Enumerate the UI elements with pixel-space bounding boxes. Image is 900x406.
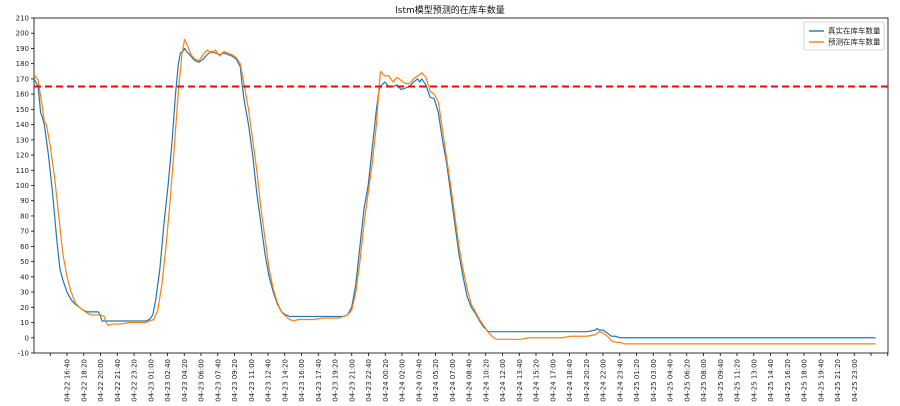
x-tick-label: 04-24 23:40	[616, 359, 624, 402]
y-tick-label: 60	[20, 243, 29, 251]
y-tick-label: 180	[16, 60, 29, 68]
y-tick-label: 110	[16, 167, 29, 175]
x-tick-label: 04-25 06:20	[683, 359, 691, 402]
x-tick-label: 04-25 01:20	[633, 359, 641, 402]
legend-box	[803, 21, 885, 51]
x-tick-label: 04-25 14:40	[767, 359, 775, 402]
x-tick-label: 04-24 13:40	[516, 359, 524, 402]
y-tick-label: 40	[20, 273, 29, 281]
y-axis: -10 0 10 20 30 40 50 60 70 80 90 100 110 120 130 140 150…	[16, 15, 34, 358]
y-tick-label: 10	[20, 319, 29, 327]
x-tick-label: 04-25 19:40	[817, 359, 825, 402]
y-tick-label: 70	[20, 228, 29, 236]
x-tick-label: 04-23 02:40	[164, 359, 172, 402]
y-tick-label: 210	[16, 15, 29, 23]
x-tick-label: 04-23 09:20	[231, 359, 239, 402]
x-tick-label: 04-24 03:40	[415, 359, 423, 402]
x-tick-label: 04-25 13:00	[750, 359, 758, 402]
x-tick-label: 04-22 20:00	[97, 359, 105, 402]
y-tick-label: 140	[16, 121, 29, 129]
y-tick-label: -10	[18, 350, 29, 358]
x-tick-label: 04-25 11:20	[734, 359, 742, 402]
x-tick-label: 04-25 09:40	[717, 359, 725, 402]
legend-label-2: 预测在库车数量	[828, 37, 881, 47]
y-tick-label: 50	[20, 258, 29, 266]
x-tick-label: 04-23 17:40	[315, 359, 323, 402]
x-tick-label: 04-25 04:40	[667, 359, 675, 402]
y-tick-label: 20	[20, 304, 29, 312]
x-tick-label: 04-24 10:20	[482, 359, 490, 402]
x-tick-label: 04-24 12:00	[499, 359, 507, 402]
x-tick-label: 04-22 18:20	[80, 359, 88, 402]
x-tick-label: 04-22 21:40	[114, 359, 122, 402]
x-tick-label: 04-23 07:40	[214, 359, 222, 402]
x-tick-label: 04-25 16:20	[784, 359, 792, 402]
x-tick-label: 04-23 06:00	[198, 359, 206, 402]
y-tick-label: 170	[16, 75, 29, 83]
x-tick-label: 04-23 12:40	[265, 359, 273, 402]
legend-label-1: 真实在库车数量	[828, 26, 881, 36]
x-tick-label: 04-22 16:40	[64, 359, 72, 402]
y-tick-label: 100	[16, 182, 29, 190]
x-tick-label: 04-23 22:40	[365, 359, 373, 402]
x-tick-label: 04-22 23:20	[131, 359, 139, 402]
x-tick-label: 04-23 01:00	[147, 359, 155, 402]
x-tick-label: 04-25 03:00	[650, 359, 658, 402]
y-tick-label: 160	[16, 91, 29, 99]
series-line-2	[33, 38, 876, 345]
x-tick-label: 04-23 11:00	[248, 359, 256, 402]
y-tick-label: 200	[16, 30, 29, 38]
x-tick-label: 04-24 18:40	[566, 359, 574, 402]
y-tick-label: 30	[20, 289, 29, 297]
y-tick-label: 90	[20, 197, 29, 205]
x-tick-label: 04-24 22:00	[600, 359, 608, 402]
x-axis: 04-22 16:40 04-22 18:20 04-22 20:00 04-22 2…	[49, 353, 889, 402]
x-tick-label: 04-24 05:20	[432, 359, 440, 402]
x-tick-label: 04-25 18:00	[801, 359, 809, 402]
series-layer	[33, 38, 888, 345]
x-tick-label: 04-25 08:00	[700, 359, 708, 402]
y-tick-label: 130	[16, 136, 29, 144]
x-tick-label: 04-24 08:40	[466, 359, 474, 402]
x-tick-label: 04-23 04:20	[181, 359, 189, 402]
x-tick-label: 04-24 07:00	[449, 359, 457, 402]
chart-title: lstm模型预测的在库车数量	[395, 4, 505, 16]
plot-frame	[33, 17, 889, 354]
x-tick-label: 04-23 14:20	[281, 359, 289, 402]
plot-area	[33, 17, 889, 354]
x-tick-label: 04-23 16:00	[298, 359, 306, 402]
series-line-1	[33, 47, 876, 339]
y-tick-label: 0	[25, 334, 29, 342]
y-tick-label: 190	[16, 45, 29, 53]
x-tick-label: 04-23 19:20	[332, 359, 340, 402]
x-tick-label: 04-24 00:20	[382, 359, 390, 402]
x-tick-label: 04-25 21:20	[834, 359, 842, 402]
y-tick-label: 150	[16, 106, 29, 114]
y-tick-label: 80	[20, 212, 29, 220]
x-tick-label: 04-24 20:20	[583, 359, 591, 402]
x-tick-label: 04-24 15:20	[533, 359, 541, 402]
x-tick-label: 04-24 02:00	[399, 359, 407, 402]
x-tick-label: 04-25 23:00	[851, 359, 859, 402]
x-tick-label: 04-23 21:00	[348, 359, 356, 402]
x-tick-label: 04-24 17:00	[549, 359, 557, 402]
y-tick-label: 120	[16, 152, 29, 160]
